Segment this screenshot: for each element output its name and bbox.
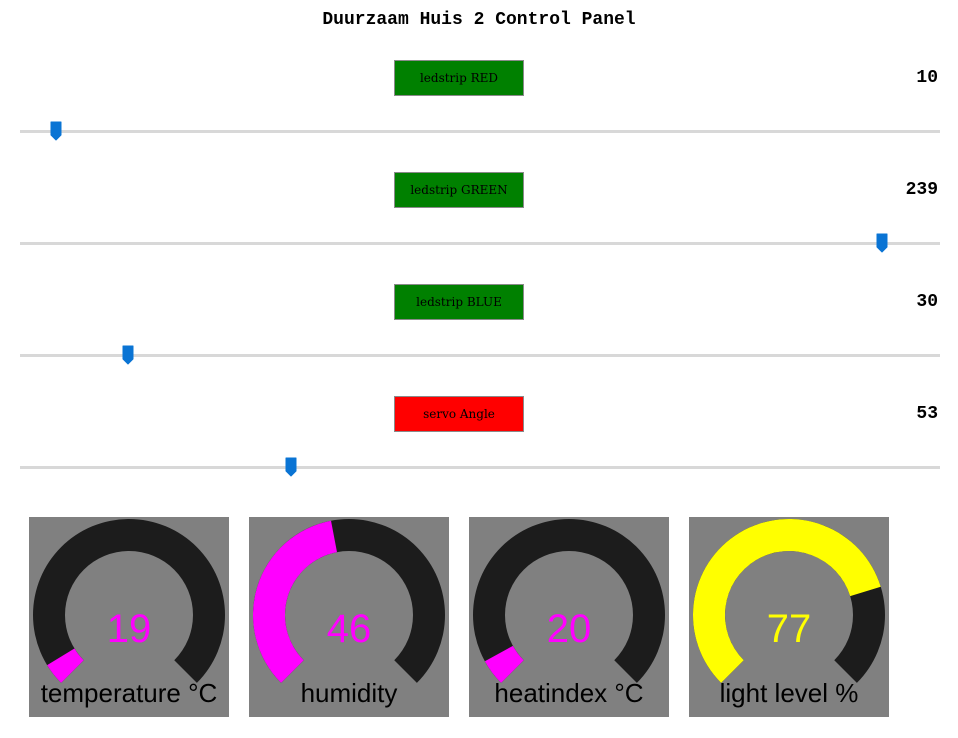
ledstrip-green-slider-track[interactable] [20,242,940,245]
light-level-gauge-dial [693,519,885,683]
page-title: Duurzaam Huis 2 Control Panel [322,10,636,30]
temperature-gauge-label: temperature °C [40,678,218,708]
humidity-gauge-label: humidity [300,678,398,708]
servo-angle-slider-track[interactable] [20,466,940,469]
ledstrip-red-slider-track[interactable] [20,130,940,133]
heatindex-gauge-label: heatindex °C [494,678,644,708]
heatindex-gauge-value: 20 [546,607,592,651]
ledstrip-blue-slider-thumb[interactable] [122,345,134,365]
ledstrip-green-slider-thumb[interactable] [876,233,888,253]
humidity-gauge-dial [253,519,445,683]
light-level-gauge-value: 77 [766,607,812,651]
heatindex-gauge-dial [473,519,665,683]
ledstrip-red-slider-thumb[interactable] [50,121,62,141]
ledstrip-green-value: 239 [905,180,938,200]
temperature-gauge-fill [47,648,84,683]
ledstrip-green-button[interactable]: ledstrip GREEN [394,172,524,208]
servo-angle-value: 53 [916,404,938,424]
temperature-gauge-value: 19 [106,607,152,651]
heatindex-gauge-fill [484,645,524,683]
ledstrip-blue-slider-track[interactable] [20,354,940,357]
temperature-gauge: 19 temperature °C [29,517,229,717]
ledstrip-red-button[interactable]: ledstrip RED [394,60,524,96]
servo-angle-button[interactable]: servo Angle [394,396,524,432]
light-level-gauge: 77 light level % [689,517,889,717]
heatindex-gauge-track [473,519,665,683]
ledstrip-blue-value: 30 [916,292,938,312]
temperature-gauge-track [33,519,225,683]
temperature-gauge-dial [33,519,225,683]
light-level-gauge-label: light level % [719,678,859,708]
light-level-gauge-fill [693,519,881,683]
ledstrip-blue-button[interactable]: ledstrip BLUE [394,284,524,320]
ledstrip-red-value: 10 [916,68,938,88]
servo-angle-slider-thumb[interactable] [285,457,297,477]
humidity-gauge: 46 humidity [249,517,449,717]
humidity-gauge-fill [253,520,338,683]
humidity-gauge-value: 46 [326,607,372,651]
heatindex-gauge: 20 heatindex °C [469,517,669,717]
